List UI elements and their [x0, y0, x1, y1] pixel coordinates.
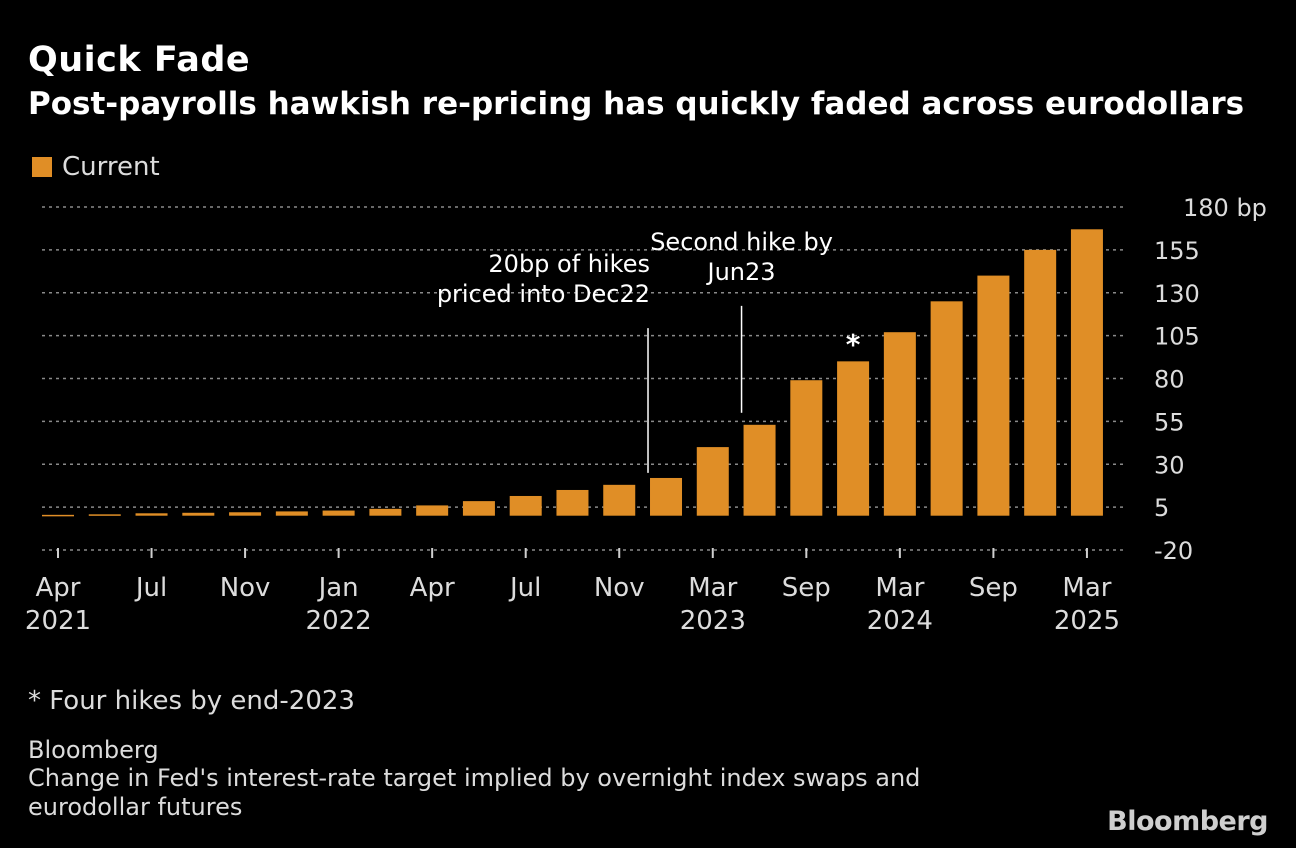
bar — [696, 447, 729, 516]
x-tick-year-label: 2022 — [306, 606, 372, 636]
x-tick-label: Jul — [134, 573, 167, 603]
bar — [135, 513, 168, 516]
annotation-label: priced into Dec22 — [437, 280, 650, 308]
bar — [743, 424, 776, 516]
bars — [42, 229, 1103, 517]
y-tick-label: 105 — [1154, 323, 1200, 351]
x-tick-year-label: 2025 — [1054, 606, 1120, 636]
asterisk-marker: * — [846, 328, 861, 361]
chart-title: Quick Fade — [28, 40, 251, 80]
x-tick-label: Jul — [508, 573, 541, 603]
bar — [1070, 229, 1103, 516]
annotation-label: Jun23 — [706, 258, 776, 286]
y-tick-label: 30 — [1154, 451, 1185, 479]
bar — [930, 301, 963, 516]
y-tick-label: 5 — [1154, 494, 1169, 522]
x-tick-label: Mar — [875, 573, 924, 603]
bar — [88, 514, 121, 516]
y-tick-label: 55 — [1154, 408, 1185, 436]
bar — [883, 332, 916, 516]
bar — [650, 477, 683, 516]
bar — [603, 484, 636, 516]
x-tick-label: Mar — [1062, 573, 1111, 603]
source-label: Bloomberg — [28, 736, 159, 764]
y-axis: 180 bp 155 130 105 80 55 30 5 -20 — [1154, 194, 1267, 565]
bar — [509, 495, 542, 516]
annotation-label: Second hike by — [650, 228, 833, 256]
x-tick-label: Nov — [220, 573, 271, 603]
x-tick-label: Apr — [410, 573, 455, 603]
bar — [790, 380, 823, 516]
x-tick-year-label: 2023 — [680, 606, 746, 636]
footnote: * Four hikes by end-2023 — [28, 686, 355, 716]
legend: Current — [32, 152, 160, 182]
x-tick-label: Jan — [317, 573, 359, 603]
bar — [556, 489, 589, 516]
bar — [182, 512, 215, 516]
x-tick-year-label: 2021 — [25, 606, 91, 636]
x-tick-year-label: 2024 — [867, 606, 933, 636]
x-tick-label: Apr — [36, 573, 81, 603]
annotation-label: 20bp of hikes — [488, 250, 650, 278]
x-tick-label: Mar — [688, 573, 737, 603]
y-tick-label: -20 — [1154, 537, 1193, 565]
y-tick-label: 80 — [1154, 366, 1185, 394]
bloomberg-logo: Bloomberg — [1107, 806, 1268, 837]
bar — [977, 275, 1010, 516]
x-tick-label: Sep — [782, 573, 831, 603]
bar — [1024, 249, 1057, 516]
x-tick-label: Sep — [969, 573, 1018, 603]
legend-label: Current — [62, 152, 160, 182]
y-tick-label: 130 — [1154, 280, 1200, 308]
bar — [837, 361, 870, 516]
bar — [322, 510, 355, 516]
chart-subtitle: Post-payrolls hawkish re-pricing has qui… — [28, 86, 1245, 122]
chart-description: Change in Fed's interest-rate target imp… — [28, 764, 921, 821]
y-tick-label: 180 bp — [1183, 194, 1267, 222]
bar — [42, 514, 74, 517]
bar — [416, 505, 449, 516]
bar — [275, 511, 308, 516]
bar — [229, 512, 262, 516]
legend-swatch — [32, 157, 52, 177]
x-tick-label: Nov — [594, 573, 645, 603]
y-tick-label: 155 — [1154, 237, 1200, 265]
bar — [369, 508, 402, 516]
bar — [462, 501, 495, 516]
